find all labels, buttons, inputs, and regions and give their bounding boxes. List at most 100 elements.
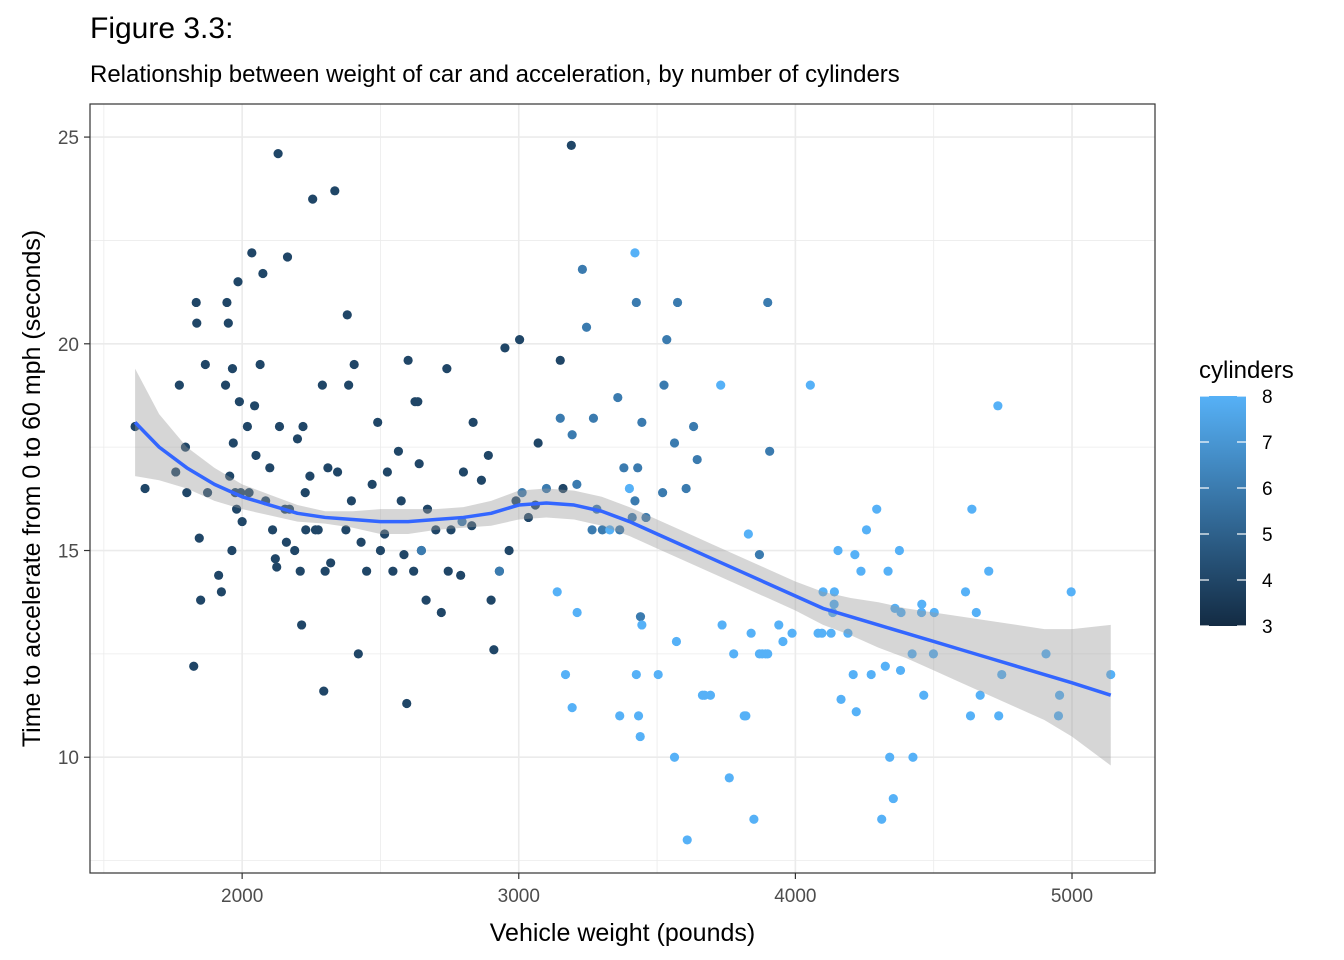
data-point: [774, 620, 784, 630]
x-axis-title: Vehicle weight (pounds): [490, 919, 755, 947]
color-legend: cylinders 3 4 5 6 7 8: [1199, 357, 1294, 638]
data-point: [295, 566, 305, 576]
data-point: [413, 397, 423, 407]
data-point: [1053, 711, 1064, 721]
data-point: [300, 488, 310, 498]
data-point: [669, 752, 680, 762]
data-point: [848, 669, 858, 680]
legend-tick-label: 3: [1262, 617, 1273, 638]
data-point: [749, 814, 759, 824]
data-point: [971, 607, 981, 618]
data-point: [486, 595, 496, 605]
x-axis: 2000 3000 4000 5000: [221, 873, 1093, 907]
data-point: [635, 612, 646, 622]
major-gridlines: [90, 104, 1155, 873]
data-point: [692, 454, 702, 465]
data-point: [237, 516, 247, 527]
data-point: [907, 649, 917, 659]
data-point: [566, 140, 576, 150]
data-point: [341, 525, 351, 535]
data-point: [967, 504, 977, 514]
data-point: [850, 550, 860, 560]
data-points: [130, 140, 1116, 845]
x-tick-label: 3000: [498, 886, 540, 907]
data-point: [635, 731, 645, 742]
data-point: [624, 483, 635, 494]
data-point: [843, 628, 853, 638]
data-point: [317, 380, 327, 390]
legend-tick-label: 7: [1262, 433, 1273, 454]
data-point: [605, 525, 615, 535]
data-point: [308, 194, 318, 204]
data-point: [402, 698, 412, 709]
data-point: [382, 467, 392, 477]
data-point: [572, 607, 582, 618]
data-point: [232, 504, 242, 514]
data-point: [298, 421, 308, 432]
figure-title: Figure 3.3:: [90, 12, 234, 45]
data-point: [222, 297, 232, 308]
data-point: [249, 401, 260, 411]
data-point: [227, 364, 238, 374]
data-point: [994, 711, 1004, 721]
data-point: [380, 529, 390, 539]
data-point: [880, 661, 890, 671]
data-point: [255, 359, 265, 370]
data-point: [555, 413, 565, 423]
data-point: [388, 566, 398, 576]
data-point: [517, 488, 527, 498]
data-point: [615, 711, 625, 721]
data-point: [630, 248, 640, 258]
data-point: [658, 488, 668, 498]
data-point: [805, 380, 815, 390]
data-point: [332, 467, 343, 477]
data-point: [393, 446, 404, 456]
data-point: [866, 669, 876, 680]
data-point: [494, 566, 505, 576]
data-point: [637, 620, 647, 630]
data-point: [362, 566, 372, 576]
y-tick-label: 15: [58, 542, 79, 563]
data-point: [833, 545, 843, 556]
data-point: [975, 690, 985, 700]
data-point: [247, 248, 257, 258]
data-point: [342, 310, 352, 320]
data-point: [877, 814, 887, 824]
data-point: [297, 620, 307, 630]
data-point: [659, 380, 669, 390]
data-point: [716, 380, 726, 390]
data-point: [375, 545, 386, 556]
data-point: [672, 297, 683, 308]
data-point: [633, 711, 644, 721]
data-point: [541, 483, 552, 494]
y-axis: 10 15 20 25: [58, 128, 90, 769]
data-point: [669, 438, 680, 448]
data-point: [192, 318, 202, 328]
data-point: [409, 566, 419, 576]
x-tick-label: 2000: [221, 886, 263, 907]
data-point: [763, 297, 773, 308]
data-point: [443, 566, 453, 576]
data-point: [267, 525, 278, 535]
data-point: [729, 649, 739, 659]
legend-title: cylinders: [1199, 357, 1294, 384]
data-point: [273, 149, 283, 159]
data-point: [182, 488, 192, 498]
data-point: [577, 264, 587, 274]
data-point: [671, 636, 682, 647]
data-point: [403, 355, 413, 365]
data-point: [888, 793, 898, 804]
data-point: [1041, 649, 1051, 659]
y-tick-label: 10: [58, 748, 79, 769]
smooth-line: [133, 421, 1112, 697]
data-point: [223, 318, 233, 328]
data-point: [960, 587, 971, 597]
data-point: [323, 463, 333, 473]
data-point: [216, 587, 226, 597]
data-point: [274, 421, 285, 432]
data-point: [919, 690, 929, 700]
data-point: [272, 562, 282, 572]
data-point: [171, 467, 181, 477]
data-point: [416, 545, 426, 556]
data-point: [682, 835, 692, 845]
